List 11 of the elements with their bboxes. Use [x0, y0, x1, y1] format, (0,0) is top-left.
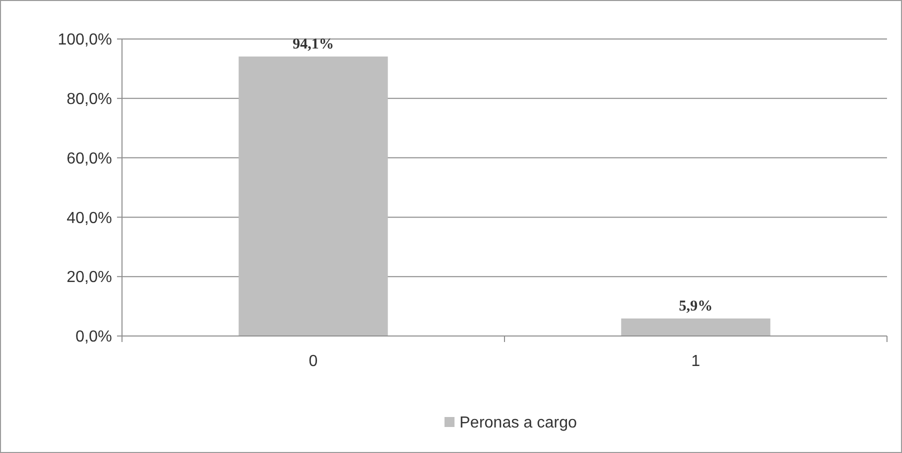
x-tick-label: 1 [691, 353, 700, 370]
data-label: 94,1% [292, 36, 334, 53]
data-label: 5,9% [678, 298, 713, 314]
y-tick-label: 40,0% [66, 210, 112, 227]
y-tick-label: 80,0% [66, 91, 112, 108]
y-tick-label: 20,0% [66, 269, 112, 286]
y-tick-label: 100,0% [58, 32, 112, 49]
legend-label: Peronas a cargo [460, 414, 578, 432]
y-tick-label: 60,0% [66, 150, 112, 168]
x-tick-label: 0 [308, 353, 318, 370]
y-tick-label: 0,0% [76, 328, 112, 346]
